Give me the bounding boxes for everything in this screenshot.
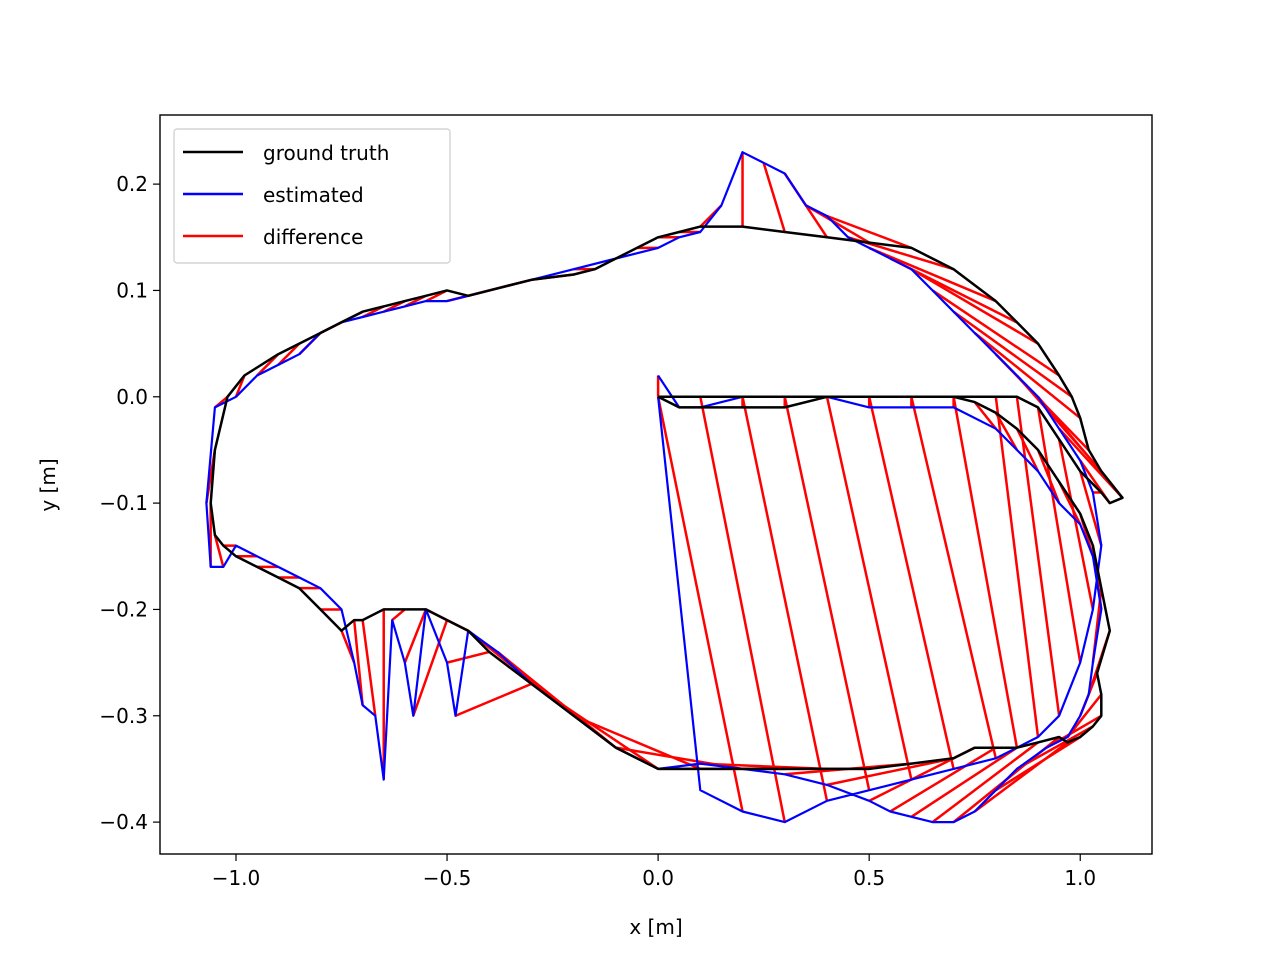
difference-segment (973, 332, 1082, 420)
difference-segment (213, 534, 225, 568)
difference-segment (1079, 470, 1103, 546)
difference-segment (455, 682, 532, 717)
difference-segment (277, 342, 301, 366)
ground-truth-trajectory-line (209, 225, 1124, 771)
x-axis-label: x [m] (629, 915, 682, 939)
y-tick-label: −0.4 (99, 810, 148, 834)
y-axis-label: y [m] (36, 458, 60, 511)
y-tick-label: 0.1 (116, 278, 148, 302)
difference-segment (952, 396, 1019, 748)
difference-segment (910, 268, 1039, 345)
y-tick-label: 0.2 (116, 172, 148, 196)
difference-segment (931, 741, 1039, 824)
difference-segment (412, 619, 449, 717)
difference-segment (741, 396, 829, 802)
difference-segment (391, 608, 406, 622)
difference-segment (783, 396, 871, 791)
difference-segment (994, 396, 1040, 738)
difference-segment (910, 746, 1018, 818)
x-tick-label: 1.0 (1064, 866, 1096, 890)
y-tick-label: −0.3 (99, 704, 148, 728)
difference-segment (973, 401, 997, 430)
legend-frame (173, 128, 451, 264)
y-tick-label: −0.1 (99, 491, 148, 515)
estimated-trajectory-line (205, 151, 1103, 824)
difference-segment (952, 310, 1073, 398)
difference-segment (931, 289, 1060, 377)
legend: ground truth estimated difference (173, 128, 451, 264)
difference-segment (910, 396, 998, 759)
legend-label-difference: difference (263, 225, 363, 249)
difference-segment (656, 396, 744, 812)
difference-segment (762, 162, 786, 233)
difference-segment (1057, 439, 1095, 610)
difference-segment (361, 619, 377, 716)
y-tick-label: −0.2 (99, 597, 148, 621)
difference-segment (352, 619, 364, 706)
x-tick-label: −0.5 (423, 866, 472, 890)
difference-segment (699, 396, 786, 823)
difference-segment (1015, 396, 1061, 716)
difference-segment (868, 246, 997, 303)
difference-segment (573, 714, 701, 771)
legend-label-estimated: estimated (263, 183, 364, 207)
difference-segment (826, 214, 912, 250)
difference-segment (1015, 428, 1040, 472)
difference-segment (1066, 693, 1103, 738)
series-layer (205, 151, 1124, 824)
y-tick-label: 0.0 (116, 385, 148, 409)
x-tick-label: 0.5 (853, 866, 885, 890)
difference-segment (1036, 407, 1082, 663)
difference-segment (889, 746, 997, 813)
difference-segment (973, 741, 1069, 813)
legend-label-ground-truth: ground truth (263, 141, 389, 165)
x-tick-label: −1.0 (212, 866, 261, 890)
difference-segment (403, 608, 428, 664)
difference-segment (825, 396, 913, 780)
axes-frame (159, 114, 1153, 855)
difference-segment (826, 757, 954, 787)
x-tick-label: 0.0 (642, 866, 674, 890)
difference-segment (867, 396, 955, 770)
difference-segment (446, 650, 490, 664)
tick-layer: −1.0 −0.5 0.0 0.5 1.0 −0.4 −0.3 −0.2 −0.1 0.0 0.1 0… (99, 172, 1096, 890)
